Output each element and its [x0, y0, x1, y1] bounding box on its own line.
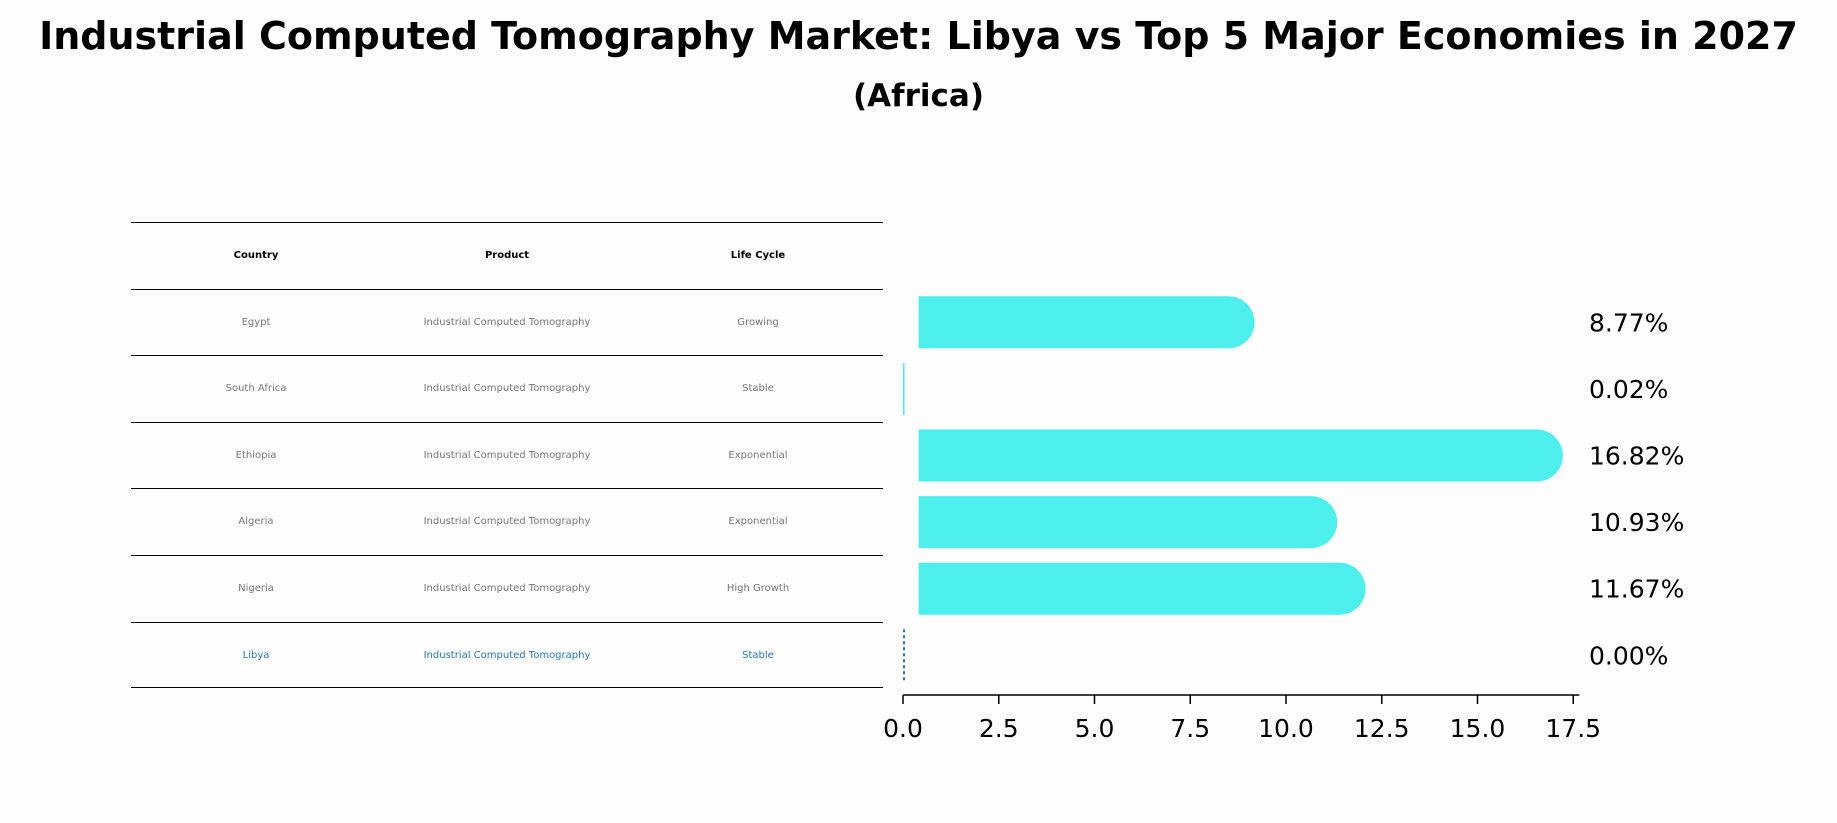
x-tick-label: 5.0: [1075, 714, 1115, 743]
x-tick-label: 15.0: [1450, 714, 1506, 743]
table-row: Ethiopia Industrial Computed Tomography …: [131, 421, 883, 489]
cell-product: Industrial Computed Tomography: [423, 649, 591, 661]
header-product: Product: [484, 250, 530, 261]
x-tick-label: 0.0: [883, 714, 923, 743]
cell-product: Industrial Computed Tomography: [423, 316, 591, 328]
cell-product: Industrial Computed Tomography: [423, 383, 591, 395]
cell-product: Industrial Computed Tomography: [423, 582, 591, 594]
table-row: South Africa Industrial Computed Tomogra…: [131, 355, 883, 422]
x-tick-label: 7.5: [1170, 714, 1210, 743]
cell-life-cycle: Exponential: [728, 516, 788, 528]
value-label: 16.82%: [1589, 442, 1684, 471]
value-labels-group: 8.77% 0.02% 16.82% 10.93% 11.67% 0.00%: [1589, 308, 1684, 670]
cell-life-cycle: Stable: [742, 649, 774, 661]
cell-country: Ethiopia: [235, 449, 277, 461]
cell-country: Egypt: [241, 316, 271, 328]
cell-country: Algeria: [238, 516, 274, 528]
x-tick-label: 10.0: [1258, 714, 1314, 743]
x-tick-label: 17.5: [1545, 714, 1601, 743]
table-row: Egypt Industrial Computed Tomography Gro…: [131, 288, 883, 356]
table-row: Algeria Industrial Computed Tomography E…: [131, 488, 883, 555]
cell-country: Nigeria: [238, 582, 274, 594]
bar-egypt: [918, 296, 1255, 349]
header-country: Country: [233, 250, 279, 261]
cell-product: Industrial Computed Tomography: [423, 449, 591, 461]
table-header-row: Country Product Life Cycle: [131, 222, 883, 289]
x-tick-label: 2.5: [979, 714, 1019, 743]
bar-ethiopia: [918, 429, 1563, 482]
value-label: 8.77%: [1589, 308, 1668, 337]
data-table: Country Product Life Cycle Egypt Industr…: [131, 222, 883, 689]
cell-product: Industrial Computed Tomography: [423, 516, 591, 528]
value-label: 11.67%: [1589, 575, 1684, 604]
bars-group: [903, 296, 1563, 682]
table-row: Nigeria Industrial Computed Tomography H…: [131, 554, 883, 622]
bar-algeria: [918, 496, 1338, 549]
chart-subtitle: (Africa): [852, 78, 985, 114]
value-label: 0.02%: [1589, 375, 1668, 404]
bar-south-africa: [903, 362, 905, 415]
cell-country: South Africa: [225, 383, 287, 395]
cell-life-cycle: Exponential: [728, 449, 788, 461]
header-life-cycle: Life Cycle: [730, 250, 786, 261]
x-axis: 0.0 2.5 5.0 7.5 10.0 12.5 15.0 17.5: [883, 694, 1601, 743]
cell-life-cycle: Growing: [737, 316, 779, 328]
table-row-highlighted: Libya Industrial Computed Tomography Sta…: [131, 621, 883, 689]
value-label: 0.00%: [1589, 641, 1668, 670]
value-label: 10.93%: [1589, 508, 1684, 537]
cell-life-cycle: High Growth: [726, 582, 790, 594]
chart-title: Industrial Computed Tomography Market: L…: [39, 14, 1798, 58]
cell-country: Libya: [242, 649, 270, 661]
x-tick-label: 12.5: [1354, 714, 1410, 743]
bar-nigeria: [918, 562, 1366, 615]
cell-life-cycle: Stable: [742, 383, 774, 395]
